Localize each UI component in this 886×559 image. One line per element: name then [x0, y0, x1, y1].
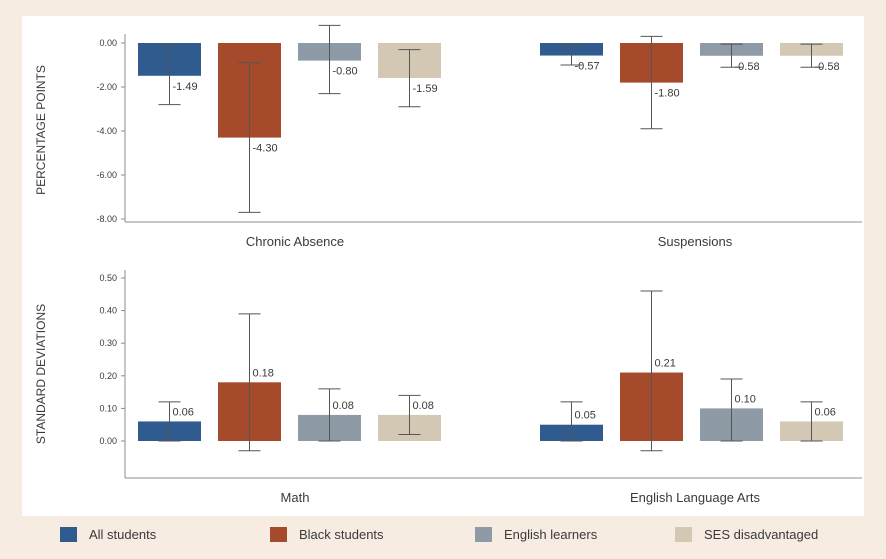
legend-swatch [270, 526, 287, 542]
y-tick-label: -8.00 [96, 214, 117, 224]
y-tick-label: 0.40 [99, 306, 117, 316]
legend-item-ses-disadvantaged: SES disadvantaged [675, 526, 819, 542]
legend-swatch [475, 526, 492, 542]
y-tick-label: 0.50 [99, 273, 117, 283]
data-label: 0.08 [333, 400, 354, 412]
data-label: 0.06 [173, 406, 194, 418]
chart-legend: All students Black students English lear… [60, 522, 860, 546]
data-label: 0.10 [735, 393, 756, 405]
data-label: 0.18 [253, 367, 274, 379]
category-label: Math [281, 490, 310, 505]
category-label: Chronic Absence [246, 234, 344, 249]
y-tick-label: 0.00 [99, 436, 117, 446]
legend-item-english-learners: English learners [475, 526, 675, 542]
y-tick-label: 0.20 [99, 371, 117, 381]
legend-label: SES disadvantaged [704, 526, 819, 542]
data-label: 0.06 [815, 406, 836, 418]
data-label: -1.80 [655, 88, 680, 100]
data-label: -0.57 [575, 61, 600, 73]
legend-item-all-students: All students [60, 526, 270, 542]
legend-swatch [675, 526, 692, 542]
legend-swatch [60, 526, 77, 542]
data-label: 0.21 [655, 358, 676, 370]
y-tick-label: -2.00 [96, 82, 117, 92]
data-label: -4.30 [253, 143, 278, 155]
data-label: -1.59 [413, 83, 438, 95]
y-tick-label: -6.00 [96, 170, 117, 180]
y-tick-label: 0.10 [99, 403, 117, 413]
y-tick-label: 0.30 [99, 338, 117, 348]
y-tick-label: -4.00 [96, 126, 117, 136]
legend-label: Black students [299, 526, 384, 542]
data-label: -1.49 [173, 81, 198, 93]
y-axis-title: STANDARD DEVIATIONS [34, 304, 48, 444]
category-label: Suspensions [658, 234, 733, 249]
data-label: 0.05 [575, 410, 596, 422]
data-label: 0.08 [413, 400, 434, 412]
data-label: -0.58 [815, 61, 840, 73]
data-label: -0.80 [333, 66, 358, 78]
legend-label: All students [89, 526, 157, 542]
legend-item-black-students: Black students [270, 526, 475, 542]
y-tick-label: 0.00 [99, 38, 117, 48]
category-label: English Language Arts [630, 490, 761, 505]
data-label: -0.58 [735, 61, 760, 73]
y-axis-title: PERCENTAGE POINTS [34, 65, 48, 195]
legend-label: English learners [504, 526, 598, 542]
